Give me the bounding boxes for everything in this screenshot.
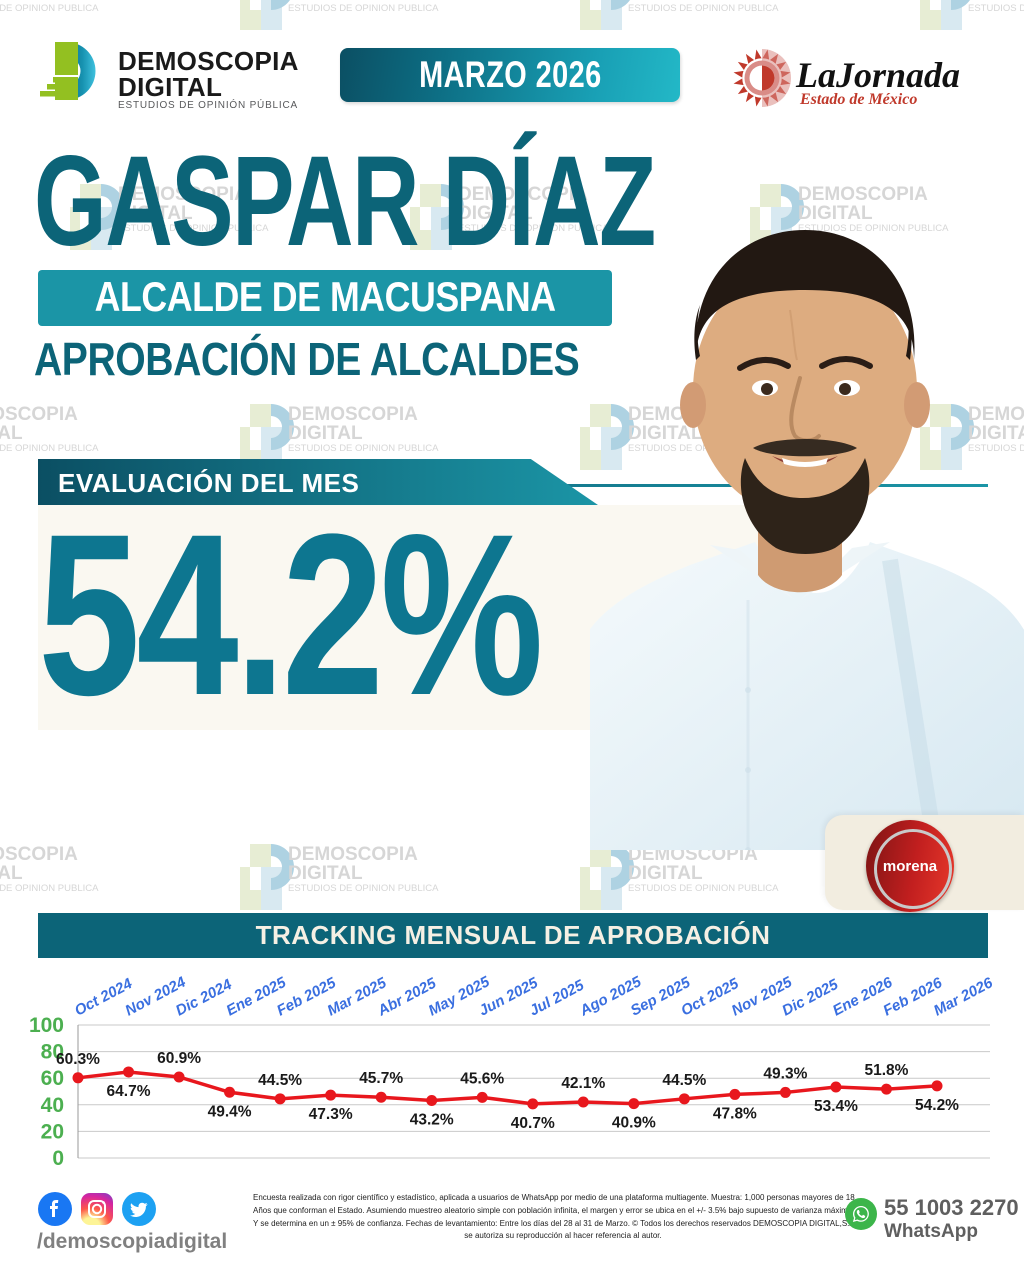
svg-text:LaJornada: LaJornada bbox=[795, 55, 960, 95]
svg-text:ESTUDIOS DE OPINION PUBLICA: ESTUDIOS DE OPINION PUBLICA bbox=[0, 443, 99, 454]
svg-text:51.8%: 51.8% bbox=[864, 1062, 908, 1079]
svg-text:53.4%: 53.4% bbox=[814, 1098, 858, 1115]
svg-text:DIGITAL: DIGITAL bbox=[0, 863, 23, 884]
svg-text:ESTUDIOS DE OPINIÓN PÚBLICA: ESTUDIOS DE OPINIÓN PÚBLICA bbox=[118, 98, 298, 111]
svg-text:Estado de México: Estado de México bbox=[799, 91, 917, 108]
svg-text:ESTUDIOS DE OPINION PUBLICA: ESTUDIOS DE OPINION PUBLICA bbox=[968, 3, 1024, 14]
svg-text:DEMOSCOPIA: DEMOSCOPIA bbox=[0, 404, 78, 425]
svg-text:ESTUDIOS DE OPINION PUBLICA: ESTUDIOS DE OPINION PUBLICA bbox=[0, 883, 99, 894]
svg-text:ESTUDIOS DE OPINION PUBLICA: ESTUDIOS DE OPINION PUBLICA bbox=[288, 883, 439, 894]
svg-text:DEMOSCOPIA: DEMOSCOPIA bbox=[288, 404, 418, 425]
svg-text:44.5%: 44.5% bbox=[258, 1072, 302, 1089]
svg-text:42.1%: 42.1% bbox=[561, 1075, 605, 1092]
svg-text:44.5%: 44.5% bbox=[662, 1072, 706, 1089]
svg-text:DIGITAL: DIGITAL bbox=[288, 423, 363, 444]
svg-text:40.9%: 40.9% bbox=[612, 1115, 656, 1132]
svg-text:43.2%: 43.2% bbox=[410, 1112, 454, 1129]
svg-text:ESTUDIOS DE OPINION PUBLICA: ESTUDIOS DE OPINION PUBLICA bbox=[628, 3, 779, 14]
svg-text:45.6%: 45.6% bbox=[460, 1070, 504, 1087]
svg-text:64.7%: 64.7% bbox=[107, 1083, 151, 1100]
svg-text:ESTUDIOS DE OPINION PUBLICA: ESTUDIOS DE OPINION PUBLICA bbox=[0, 3, 99, 14]
svg-text:DIGITAL: DIGITAL bbox=[0, 423, 23, 444]
svg-text:20: 20 bbox=[41, 1120, 64, 1143]
svg-text:54.2%: 54.2% bbox=[915, 1097, 959, 1114]
svg-text:ESTUDIOS DE OPINION PUBLICA: ESTUDIOS DE OPINION PUBLICA bbox=[288, 443, 439, 454]
svg-text:DEMOSCOPIA: DEMOSCOPIA bbox=[0, 844, 78, 865]
svg-text:60.9%: 60.9% bbox=[157, 1050, 201, 1067]
svg-text:DIGITAL: DIGITAL bbox=[288, 863, 363, 884]
svg-text:DIGITAL: DIGITAL bbox=[118, 72, 222, 102]
svg-text:47.3%: 47.3% bbox=[309, 1106, 353, 1123]
svg-text:49.4%: 49.4% bbox=[208, 1103, 252, 1120]
svg-text:ESTUDIOS DE OPINION PUBLICA: ESTUDIOS DE OPINION PUBLICA bbox=[288, 3, 439, 14]
svg-text:45.7%: 45.7% bbox=[359, 1070, 403, 1087]
svg-text:0: 0 bbox=[52, 1147, 64, 1168]
svg-text:DEMOSCOPIA: DEMOSCOPIA bbox=[288, 844, 418, 865]
svg-text:49.3%: 49.3% bbox=[763, 1065, 807, 1082]
svg-text:47.8%: 47.8% bbox=[713, 1105, 757, 1122]
svg-text:40.7%: 40.7% bbox=[511, 1115, 555, 1132]
svg-text:60: 60 bbox=[41, 1067, 64, 1090]
svg-text:60.3%: 60.3% bbox=[56, 1051, 100, 1068]
svg-text:100: 100 bbox=[29, 1014, 64, 1037]
svg-text:40: 40 bbox=[41, 1094, 64, 1117]
svg-text:Mar 2026: Mar 2026 bbox=[931, 974, 996, 1019]
